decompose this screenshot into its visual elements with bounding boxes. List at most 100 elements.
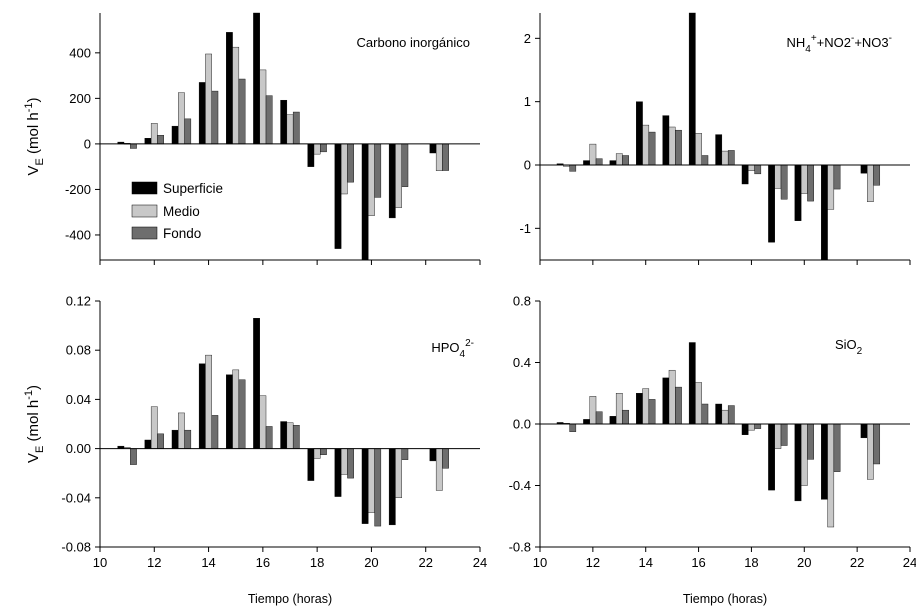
bar-superficie-22.5 — [429, 143, 437, 154]
bar-fondo-22.5 — [442, 448, 449, 469]
x-tick-label: 24 — [903, 555, 916, 570]
x-axis-title: Tiempo (horas) — [683, 592, 767, 606]
bar-fondo-12 — [595, 411, 603, 425]
bar-fondo-11 — [569, 423, 577, 432]
bar-superficie-12 — [583, 419, 590, 425]
bar-fondo-22.5 — [873, 164, 881, 186]
bar-superficie-22.5 — [860, 164, 868, 174]
bar-superficie-17 — [280, 421, 288, 449]
bar-fondo-17 — [292, 111, 300, 145]
bar-superficie-12 — [144, 439, 152, 449]
bar-superficie-19 — [768, 164, 775, 243]
bar-medio-16 — [259, 395, 267, 449]
bar-medio-16 — [259, 69, 267, 145]
x-tick-label: 20 — [797, 555, 811, 570]
bar-superficie-21 — [388, 448, 396, 526]
panel-annotation: SiO2 — [835, 337, 863, 357]
bar-fondo-14 — [211, 415, 219, 449]
bar-medio-22.5 — [435, 448, 443, 491]
bar-superficie-13 — [609, 416, 617, 425]
bar-superficie-18 — [741, 423, 749, 435]
bar-medio-19 — [774, 164, 782, 189]
bar-medio-16 — [695, 382, 702, 425]
y-axis-title: VE (mol h-1) — [23, 385, 46, 463]
bar-fondo-20 — [807, 164, 814, 202]
bar-fondo-17 — [727, 150, 735, 166]
y-tick-label: 0.00 — [66, 441, 91, 456]
x-tick-label: 24 — [473, 555, 487, 570]
bar-medio-13 — [178, 412, 185, 449]
bar-superficie-21 — [821, 423, 828, 500]
bar-fondo-12 — [157, 135, 164, 145]
bar-superficie-20 — [361, 448, 369, 524]
y-tick-label: -0.4 — [509, 478, 531, 493]
bar-fondo-15 — [238, 78, 246, 145]
x-tick-label: 20 — [364, 555, 378, 570]
y-tick-label: 0.4 — [513, 355, 531, 370]
bar-fondo-19 — [347, 143, 354, 183]
x-tick-label: 22 — [850, 555, 864, 570]
x-tick-label: 18 — [744, 555, 758, 570]
bar-fondo-19 — [780, 164, 788, 200]
bar-superficie-19 — [334, 448, 342, 497]
bar-medio-13 — [615, 393, 623, 425]
bar-superficie-16 — [688, 12, 696, 166]
bar-medio-18 — [313, 143, 321, 155]
x-tick-label: 16 — [691, 555, 705, 570]
panel-annotation: NH4++NO2-+NO3- — [786, 33, 892, 55]
y-tick-label: 2 — [524, 31, 531, 46]
bar-fondo-15 — [675, 129, 682, 166]
bar-medio-17 — [286, 422, 294, 449]
bar-fondo-18 — [754, 164, 762, 175]
bar-superficie-16 — [253, 12, 260, 145]
x-tick-label: 12 — [586, 555, 600, 570]
x-tick-label: 18 — [310, 555, 324, 570]
bar-fondo-22.5 — [442, 143, 449, 171]
bar-superficie-15 — [662, 377, 670, 425]
bar-medio-20 — [800, 164, 808, 194]
bar-medio-12 — [150, 123, 158, 145]
bar-superficie-21 — [821, 164, 828, 261]
legend-swatch-superficie — [131, 181, 158, 195]
bar-superficie-21 — [388, 143, 396, 219]
bar-fondo-18 — [320, 448, 327, 455]
bar-medio-17 — [286, 114, 294, 145]
panel-silicato: -0.8 -0.4 0.0 0.4 0.8 10 12 14 16 18 20 22 24 Tiempo … — [509, 294, 916, 607]
y-tick-label: 0.12 — [66, 294, 91, 309]
bar-fondo-17 — [727, 405, 735, 425]
bar-superficie-20 — [794, 423, 802, 502]
legend-label-medio: Medio — [163, 204, 200, 219]
bar-medio-15 — [668, 126, 676, 166]
bar-fondo-21 — [833, 164, 841, 190]
y-tick-label: -200 — [65, 182, 91, 197]
bar-fondo-20 — [374, 448, 382, 527]
bar-fondo-19 — [347, 448, 354, 479]
y-tick-label: -400 — [65, 227, 91, 242]
bar-fondo-12 — [595, 158, 603, 166]
bar-superficie-14 — [636, 393, 643, 425]
panel-annotation: HPO42- — [431, 338, 474, 360]
bar-superficie-18 — [307, 448, 315, 481]
bar-medio-22.5 — [435, 143, 443, 171]
legend-swatch-medio — [131, 204, 158, 218]
bar-medio-14 — [205, 53, 212, 145]
bar-medio-21 — [395, 143, 402, 208]
bar-medio-18 — [313, 448, 321, 459]
bar-superficie-17 — [715, 134, 723, 166]
bar-superficie-22.5 — [429, 448, 437, 462]
bar-fondo-20 — [807, 423, 814, 460]
bar-medio-21 — [827, 423, 835, 528]
x-tick-label: 22 — [418, 555, 432, 570]
bar-superficie-16 — [253, 318, 260, 449]
y-tick-label: 0 — [84, 136, 91, 151]
y-axis-title: VE (mol h-1) — [23, 98, 46, 176]
y-tick-label: 0.8 — [513, 294, 531, 309]
bar-medio-21 — [395, 448, 402, 499]
x-tick-label: 10 — [533, 555, 547, 570]
bar-medio-21 — [827, 164, 835, 210]
bar-medio-17 — [721, 150, 729, 166]
bar-fondo-16 — [701, 403, 709, 425]
bar-fondo-13 — [622, 155, 629, 166]
legend-swatch-fondo — [131, 226, 158, 240]
